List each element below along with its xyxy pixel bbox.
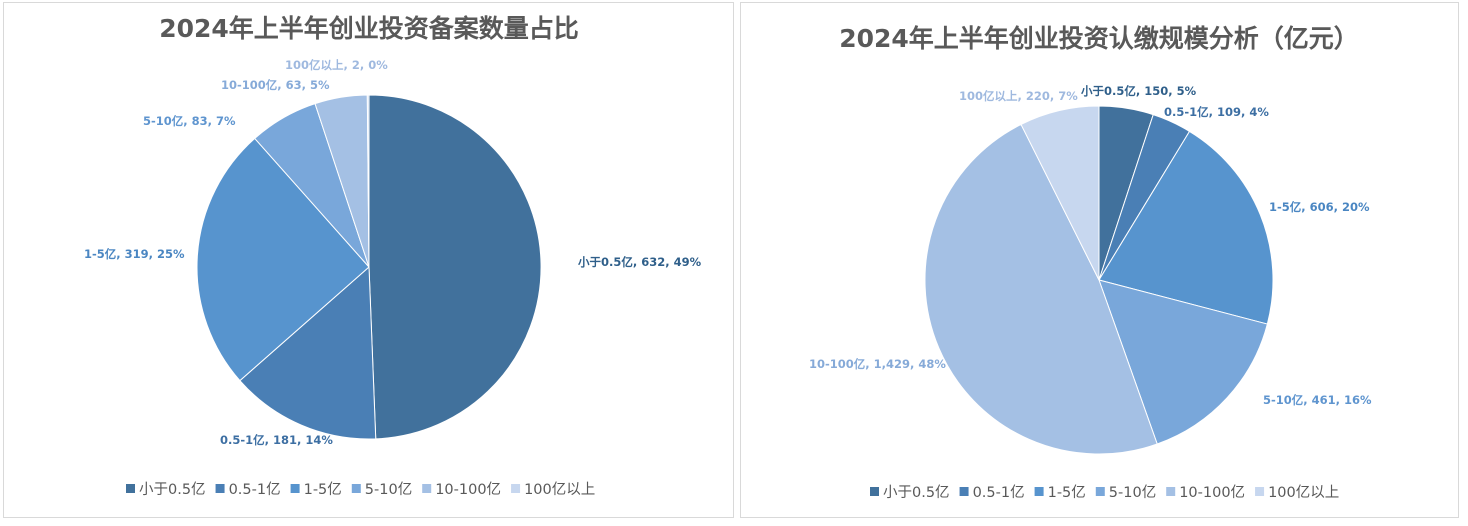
legend-label-5: 100亿以上 (524, 481, 595, 498)
legend-label-3: 5-10亿 (1109, 484, 1156, 501)
legend-label-4: 10-100亿 (435, 481, 501, 498)
data-label-5: 100亿以上, 2, 0% (285, 58, 388, 72)
pie-slice-0 (368, 94, 542, 440)
legend: 小于0.5亿 0.5-1亿 1-5亿 5-10亿 10-100亿 100亿以上 (126, 481, 595, 498)
chart-panel-subscription-scale: 2024年上半年创业投资认缴规模分析（亿元） 小于0.5亿, 150, 5% 0.5… (740, 2, 1459, 518)
pie-slice-3 (1098, 279, 1268, 445)
pie-chart-subscription-scale: 2024年上半年创业投资认缴规模分析（亿元） 小于0.5亿, 150, 5% 0.5… (809, 24, 1372, 501)
chart-title: 2024年上半年创业投资备案数量占比 (159, 14, 579, 43)
legend-swatch-5 (511, 484, 521, 493)
pie-slice-1 (239, 265, 377, 440)
legend-swatch-5 (1255, 487, 1265, 496)
pie-slice-2 (196, 137, 370, 382)
chart-title: 2024年上半年创业投资认缴规模分析（亿元） (839, 24, 1359, 53)
legend-swatch-2 (1034, 487, 1044, 496)
legend-label-0: 小于0.5亿 (883, 484, 950, 501)
legend-swatch-2 (290, 484, 300, 493)
legend-swatch-3 (1095, 487, 1105, 496)
data-label-1: 0.5-1亿, 109, 4% (1164, 105, 1269, 119)
legend-swatch-0 (126, 484, 135, 493)
data-label-2: 1-5亿, 606, 20% (1269, 200, 1370, 214)
legend-swatch-1 (959, 487, 969, 496)
data-label-2: 1-5亿, 319, 25% (84, 247, 185, 261)
legend-label-1: 0.5-1亿 (973, 484, 1025, 501)
pie-slices (924, 105, 1274, 455)
legend-label-4: 10-100亿 (1179, 484, 1245, 501)
legend-label-1: 0.5-1亿 (229, 481, 281, 498)
legend: 小于0.5亿 0.5-1亿 1-5亿 5-10亿 10-100亿 100亿以上 (870, 484, 1339, 501)
legend-label-5: 100亿以上 (1268, 484, 1339, 501)
legend-label-0: 小于0.5亿 (139, 481, 206, 498)
data-label-0: 小于0.5亿, 632, 49% (577, 255, 702, 269)
legend-swatch-4 (422, 484, 432, 493)
legend-swatch-1 (215, 484, 225, 493)
legend-swatch-3 (351, 484, 361, 493)
pie-slices (196, 94, 542, 440)
data-label-3: 5-10亿, 461, 16% (1263, 393, 1372, 407)
pie-slice-5 (1020, 105, 1100, 281)
pie-slice-4 (924, 123, 1158, 455)
pie-slice-5 (366, 94, 370, 268)
legend-label-2: 1-5亿 (304, 481, 342, 498)
data-label-1: 0.5-1亿, 181, 14% (220, 433, 333, 447)
data-label-3: 5-10亿, 83, 7% (143, 114, 236, 128)
legend-swatch-4 (1166, 487, 1176, 496)
data-label-5: 100亿以上, 220, 7% (959, 89, 1078, 103)
pie-slice-2 (1098, 130, 1274, 325)
data-label-4: 10-100亿, 63, 5% (221, 78, 330, 92)
chart-panel-filing-count: 2024年上半年创业投资备案数量占比小于0.5亿, 632, 49% 0.5-1亿… (3, 2, 734, 518)
data-label-0: 小于0.5亿, 150, 5% (1080, 84, 1197, 98)
legend-label-3: 5-10亿 (365, 481, 412, 498)
legend-label-2: 1-5亿 (1048, 484, 1086, 501)
legend-swatch-0 (870, 487, 879, 496)
data-label-4: 10-100亿, 1,429, 48% (809, 357, 946, 371)
